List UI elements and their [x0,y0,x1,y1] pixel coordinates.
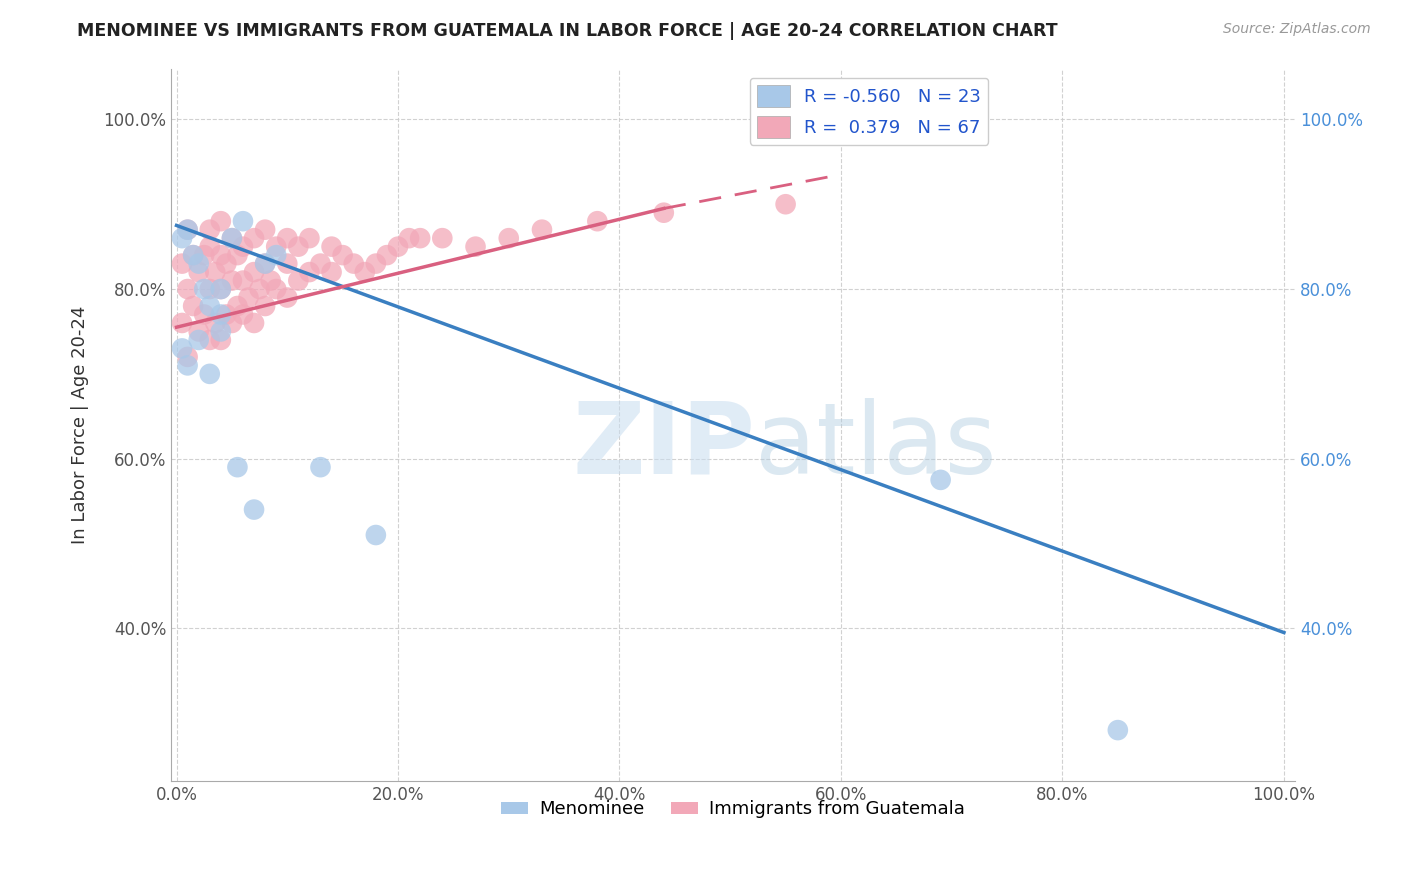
Point [254,257,277,271]
Point [254,222,277,236]
Point [264,282,287,296]
Point [209,214,232,228]
Point [276,231,298,245]
Point [198,367,221,381]
Point [204,265,226,279]
Point [232,214,254,228]
Point [298,231,321,245]
Point [364,257,387,271]
Point [209,282,232,296]
Point [209,248,232,262]
Point [276,257,298,271]
Point [198,282,221,296]
Point [343,257,366,271]
Point [193,248,215,262]
Point [187,265,209,279]
Point [238,291,260,305]
Point [332,248,354,262]
Legend: Menominee, Immigrants from Guatemala: Menominee, Immigrants from Guatemala [494,793,972,825]
Point [309,257,332,271]
Point [181,299,204,313]
Point [530,222,553,236]
Point [232,240,254,254]
Point [221,274,243,288]
Point [181,248,204,262]
Point [226,248,249,262]
Point [364,528,387,542]
Point [198,240,221,254]
Point [221,231,243,245]
Point [232,274,254,288]
Point [387,240,409,254]
Point [198,299,221,313]
Point [187,257,209,271]
Point [254,257,277,271]
Point [209,308,232,322]
Text: ZIP: ZIP [572,398,755,495]
Point [298,265,321,279]
Point [226,460,249,475]
Point [254,299,277,313]
Point [775,197,797,211]
Text: MENOMINEE VS IMMIGRANTS FROM GUATEMALA IN LABOR FORCE | AGE 20-24 CORRELATION CH: MENOMINEE VS IMMIGRANTS FROM GUATEMALA I… [77,22,1057,40]
Point [409,231,432,245]
Point [170,231,193,245]
Point [198,333,221,347]
Point [464,240,486,254]
Point [375,248,398,262]
Point [181,248,204,262]
Point [287,240,309,254]
Point [249,282,271,296]
Point [193,308,215,322]
Point [170,342,193,356]
Point [243,316,266,330]
Point [321,240,343,254]
Point [1107,723,1129,738]
Text: Source: ZipAtlas.com: Source: ZipAtlas.com [1223,22,1371,37]
Point [226,299,249,313]
Point [176,222,198,236]
Point [432,231,454,245]
Point [398,231,420,245]
Point [176,350,198,364]
Point [264,248,287,262]
Point [586,214,609,228]
Point [209,325,232,339]
Point [652,205,675,219]
Point [176,359,198,373]
Point [187,333,209,347]
Point [170,257,193,271]
Point [209,282,232,296]
Y-axis label: In Labor Force | Age 20-24: In Labor Force | Age 20-24 [72,306,89,544]
Point [221,231,243,245]
Point [243,265,266,279]
Point [176,222,198,236]
Point [232,308,254,322]
Point [170,316,193,330]
Point [176,282,198,296]
Point [498,231,520,245]
Point [309,460,332,475]
Point [193,282,215,296]
Point [215,257,238,271]
Point [198,222,221,236]
Point [187,325,209,339]
Point [929,473,952,487]
Point [221,316,243,330]
Point [215,308,238,322]
Point [260,274,283,288]
Point [321,265,343,279]
Point [204,316,226,330]
Text: atlas: atlas [755,398,997,495]
Point [276,291,298,305]
Point [243,502,266,516]
Point [264,240,287,254]
Point [209,333,232,347]
Point [243,231,266,245]
Point [353,265,375,279]
Point [287,274,309,288]
